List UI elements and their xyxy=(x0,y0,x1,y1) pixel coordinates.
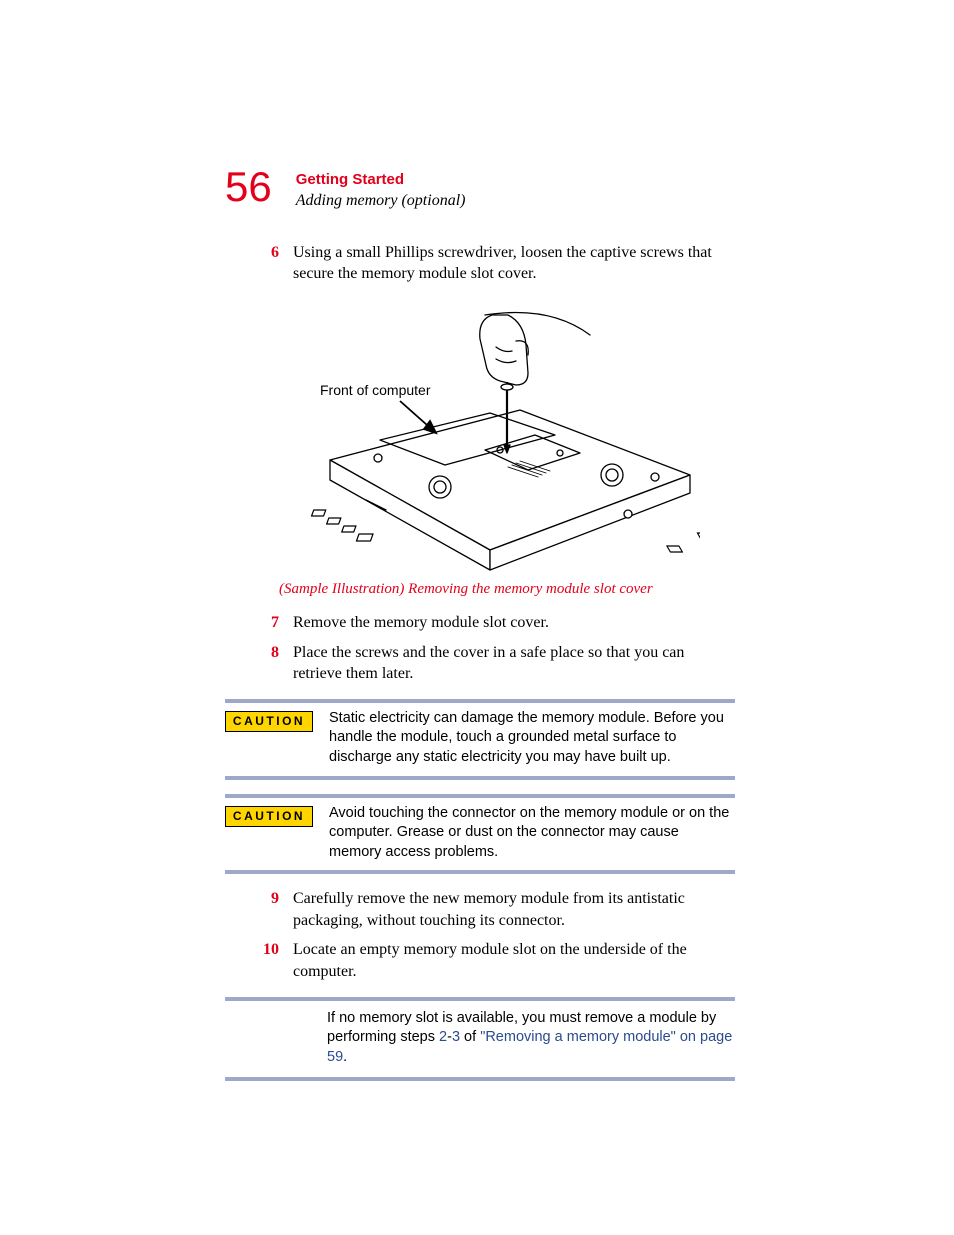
caution-block-2: CAUTION Avoid touching the connector on … xyxy=(225,794,735,875)
step-number: 8 xyxy=(243,642,293,664)
step-text: Locate an empty memory module slot on th… xyxy=(293,939,735,982)
steps-group-a: 6 Using a small Phillips screwdriver, lo… xyxy=(243,242,735,285)
figure-callout-label: Front of computer xyxy=(320,382,431,398)
steps-group-c: 9 Carefully remove the new memory module… xyxy=(243,888,735,982)
caution-label: CAUTION xyxy=(233,714,305,728)
xref-step-3[interactable]: 3 xyxy=(452,1029,460,1045)
step-number: 9 xyxy=(243,888,293,910)
step-8: 8 Place the screws and the cover in a sa… xyxy=(243,642,735,685)
figure: Front of computer xyxy=(225,295,735,575)
step-number: 6 xyxy=(243,242,293,264)
step-text: Remove the memory module slot cover. xyxy=(293,612,735,634)
step-7: 7 Remove the memory module slot cover. xyxy=(243,612,735,634)
header-titles: Getting Started Adding memory (optional) xyxy=(296,170,466,212)
rule-divider xyxy=(225,870,735,874)
page-number: 56 xyxy=(225,166,272,208)
figure-caption: (Sample Illustration) Removing the memor… xyxy=(279,581,735,598)
rule-divider xyxy=(225,1077,735,1081)
xref-step-2[interactable]: 2 xyxy=(439,1029,447,1045)
section-title: Adding memory (optional) xyxy=(296,190,466,212)
caution-badge: CAUTION xyxy=(225,806,313,827)
caution-block-1: CAUTION Static electricity can damage th… xyxy=(225,699,735,780)
step-10: 10 Locate an empty memory module slot on… xyxy=(243,939,735,982)
note-text: If no memory slot is available, you must… xyxy=(327,1009,735,1068)
laptop-illustration: Front of computer xyxy=(260,295,700,575)
caution-text: Static electricity can damage the memory… xyxy=(329,709,735,768)
step-text: Using a small Phillips screwdriver, loos… xyxy=(293,242,735,285)
step-9: 9 Carefully remove the new memory module… xyxy=(243,888,735,931)
note-suffix: . xyxy=(343,1049,347,1065)
document-page: 56 Getting Started Adding memory (option… xyxy=(0,0,954,1235)
caution-text: Avoid touching the connector on the memo… xyxy=(329,804,735,863)
step-number: 10 xyxy=(243,939,293,961)
rule-divider xyxy=(225,776,735,780)
content-column: 56 Getting Started Adding memory (option… xyxy=(225,170,735,1095)
caution-label: CAUTION xyxy=(233,809,305,823)
step-text: Place the screws and the cover in a safe… xyxy=(293,642,735,685)
step-text: Carefully remove the new memory module f… xyxy=(293,888,735,931)
caution-badge: CAUTION xyxy=(225,711,313,732)
step-number: 7 xyxy=(243,612,293,634)
note-block: If no memory slot is available, you must… xyxy=(225,997,735,1082)
page-header: 56 Getting Started Adding memory (option… xyxy=(225,170,735,212)
step-6: 6 Using a small Phillips screwdriver, lo… xyxy=(243,242,735,285)
steps-group-b: 7 Remove the memory module slot cover. 8… xyxy=(243,612,735,685)
chapter-title: Getting Started xyxy=(296,170,466,190)
note-mid: of xyxy=(460,1029,480,1045)
